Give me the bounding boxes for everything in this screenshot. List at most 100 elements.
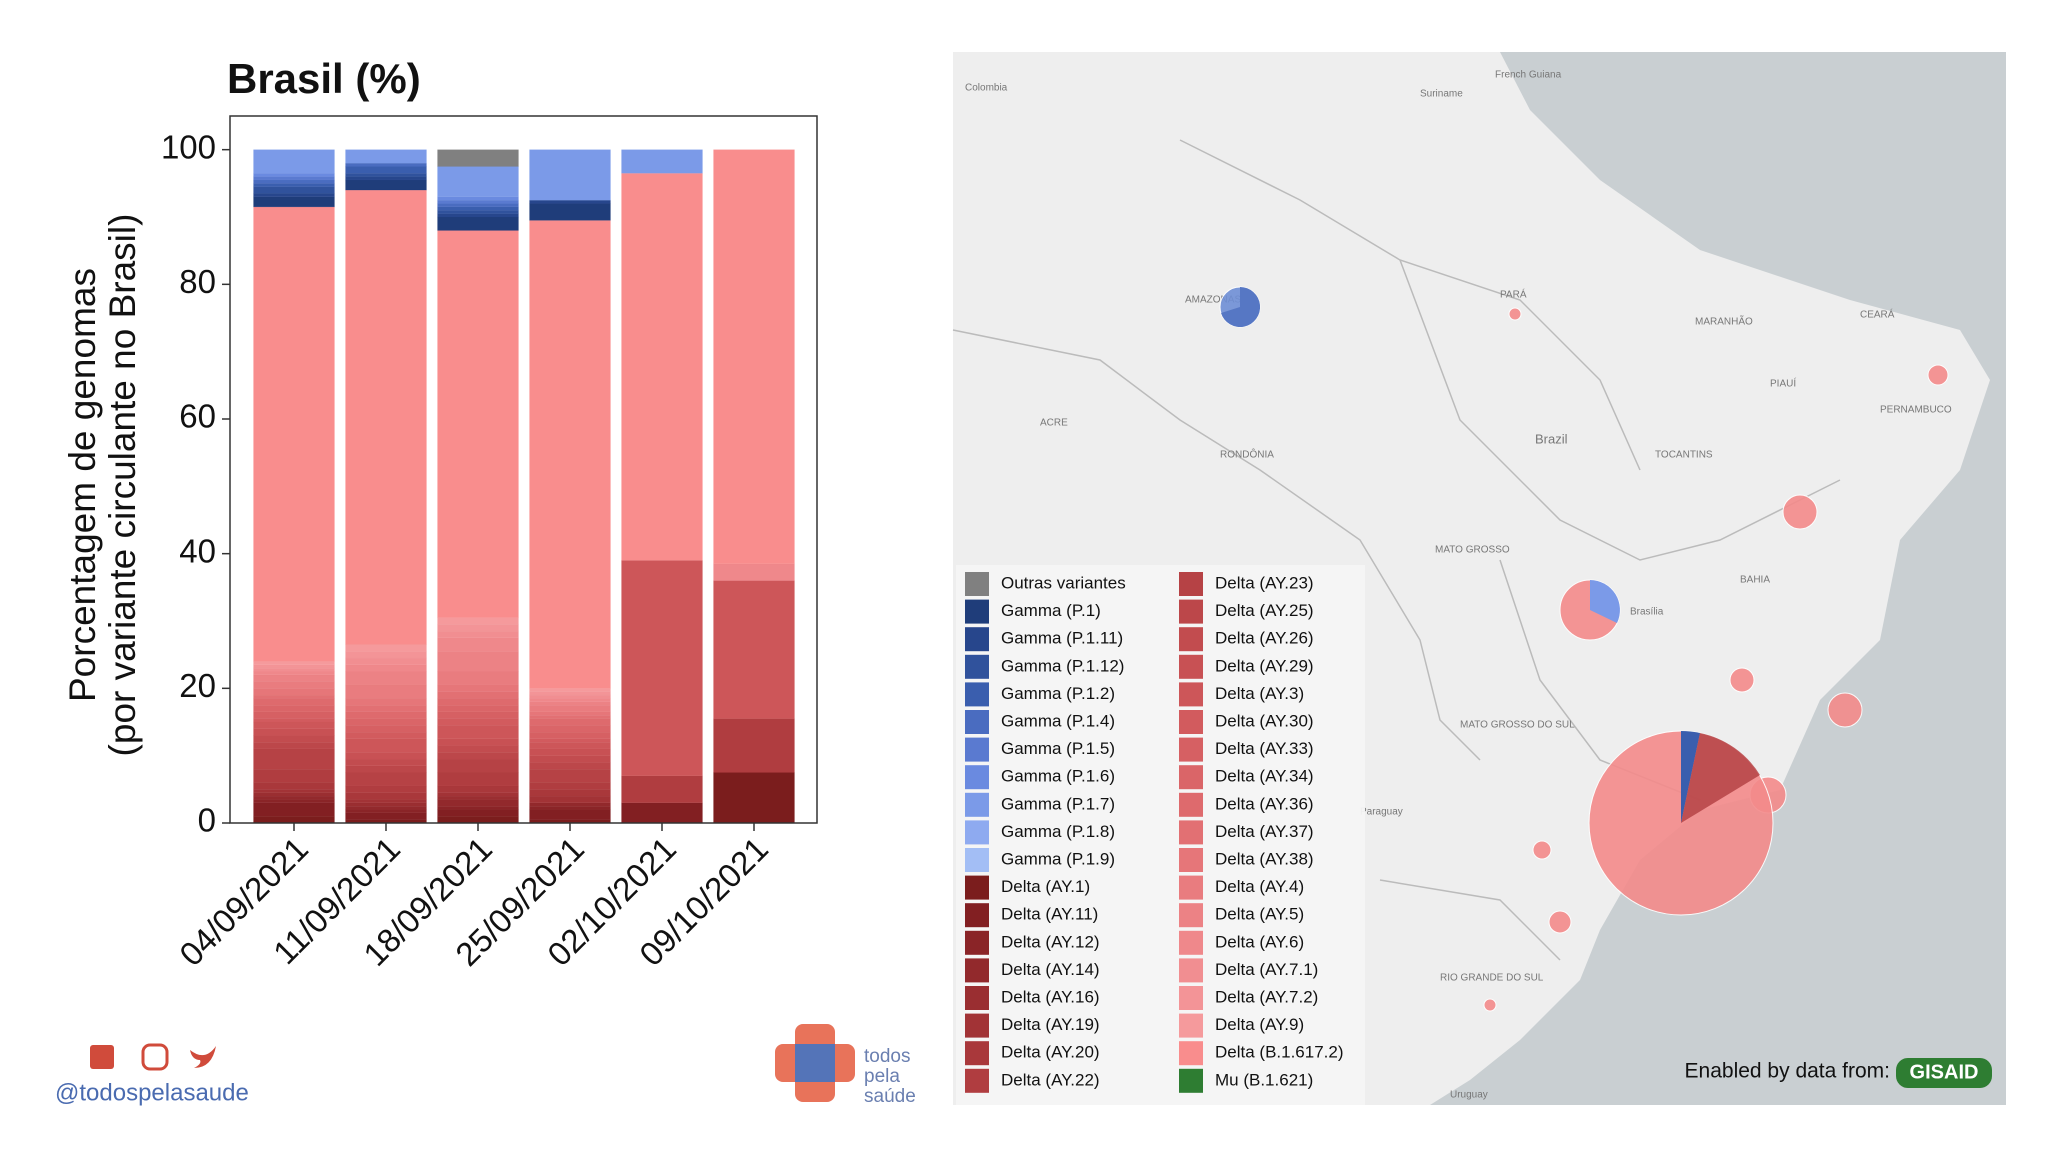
bar-segment xyxy=(713,580,795,719)
legend-label: Delta (AY.3) xyxy=(1215,684,1304,703)
legend-swatch xyxy=(1179,875,1203,900)
bar-segment xyxy=(345,785,427,793)
bar-segment xyxy=(345,805,427,810)
bar-segment xyxy=(529,220,611,689)
legend-swatch xyxy=(1179,737,1203,762)
bar-segment xyxy=(253,795,335,800)
bar-segment xyxy=(253,721,335,729)
chart: Brasil (%) Porcentagem de genomas (por v… xyxy=(62,55,818,973)
bar-segment xyxy=(253,802,335,817)
map-label: MATO GROSSO DO SUL xyxy=(1460,720,1575,731)
legend-label: Gamma (P.1) xyxy=(1001,601,1101,620)
bar-segment xyxy=(529,149,611,201)
legend-swatch xyxy=(1179,627,1203,652)
bar-segment xyxy=(437,805,519,810)
logo-text: pela xyxy=(864,1066,900,1087)
legend-label: Delta (AY.7.1) xyxy=(1215,960,1318,979)
bar-segment xyxy=(253,661,335,666)
legend-label: Delta (AY.37) xyxy=(1215,822,1314,841)
legend-label: Gamma (P.1.4) xyxy=(1001,711,1115,730)
legend-label: Delta (AY.19) xyxy=(1001,1015,1100,1034)
bar-segment xyxy=(345,792,427,800)
map-label: PARÁ xyxy=(1500,288,1527,301)
legend-label: Delta (AY.14) xyxy=(1001,960,1100,979)
bar-segment xyxy=(253,711,335,719)
y-tick-label: 80 xyxy=(179,263,216,300)
bar-segment xyxy=(437,206,519,211)
bar-segment xyxy=(253,735,335,743)
bar-segment xyxy=(437,758,519,773)
bar-segment xyxy=(253,718,335,723)
logo-center xyxy=(795,1044,835,1082)
bar-segment xyxy=(253,741,335,750)
bar-segment xyxy=(345,772,427,787)
twitter-icon[interactable] xyxy=(190,1046,216,1068)
y-axis-label: Porcentagem de genomas xyxy=(62,268,103,702)
facebook-icon[interactable] xyxy=(90,1045,114,1069)
map-label: Brazil xyxy=(1535,431,1568,446)
legend-label: Delta (AY.1) xyxy=(1001,877,1090,896)
bar-segment xyxy=(713,563,795,581)
legend-swatch xyxy=(965,654,989,679)
map-label: AMAZONAS xyxy=(1185,295,1241,306)
legend-swatch xyxy=(965,1068,989,1093)
bar-segment xyxy=(345,149,427,164)
bar-segment xyxy=(253,704,335,713)
legend-swatch xyxy=(1179,654,1203,679)
legend-swatch xyxy=(1179,1041,1203,1066)
bar-segment xyxy=(437,196,519,201)
bar-segment xyxy=(253,688,335,696)
bar-segment xyxy=(253,789,335,793)
bar-segment xyxy=(621,802,703,824)
bar-segment xyxy=(437,213,519,218)
bar-segment xyxy=(253,748,335,770)
bar-segment xyxy=(529,698,611,703)
bar-segment xyxy=(437,166,519,198)
legend-label: Delta (AY.38) xyxy=(1215,849,1314,868)
chart-title: Brasil (%) xyxy=(227,55,421,102)
legend-swatch xyxy=(1179,572,1203,596)
bar-segment xyxy=(253,196,335,208)
bar-segment xyxy=(437,210,519,214)
bar-segment xyxy=(437,698,519,706)
map-label: PIAUÍ xyxy=(1770,377,1796,390)
bar-segment xyxy=(621,560,703,777)
legend-swatch xyxy=(1179,792,1203,817)
bar-segment xyxy=(529,782,611,790)
legend-swatch xyxy=(1179,682,1203,707)
bar-segment xyxy=(253,792,335,797)
legend-swatch xyxy=(965,903,989,928)
legend-swatch xyxy=(965,820,989,845)
bar-segment xyxy=(253,694,335,699)
bar-segment xyxy=(529,731,611,740)
bar-segment xyxy=(529,715,611,719)
map-pie xyxy=(1927,364,1949,386)
legend-swatch xyxy=(1179,820,1203,845)
bar-segment xyxy=(437,149,519,167)
map-label: RIO GRANDE DO SUL xyxy=(1440,973,1544,984)
legend-label: Gamma (P.1.7) xyxy=(1001,794,1115,813)
map-label: TOCANTINS xyxy=(1655,450,1713,461)
bar-segment xyxy=(437,785,519,793)
legend-swatch xyxy=(1179,930,1203,955)
legend-swatch xyxy=(965,572,989,596)
bar-segment xyxy=(437,624,519,632)
bar-segment xyxy=(437,752,519,760)
legend-swatch xyxy=(965,986,989,1010)
bar-segment xyxy=(437,691,519,699)
map-label: MATO GROSSO xyxy=(1435,545,1510,556)
map-pie-slice xyxy=(1221,286,1261,327)
legend-swatch xyxy=(1179,1013,1203,1038)
bar-segment xyxy=(345,704,427,713)
legend-label: Delta (AY.23) xyxy=(1215,573,1314,592)
bar-segment xyxy=(529,762,611,770)
legend-label: Gamma (P.1.2) xyxy=(1001,684,1115,703)
bar-segment xyxy=(437,809,519,817)
instagram-icon[interactable] xyxy=(141,1043,169,1071)
legend-swatch xyxy=(1179,958,1203,983)
bar-segment xyxy=(345,711,427,719)
bar-segment xyxy=(529,789,611,797)
bar-segment xyxy=(345,738,427,753)
bar-segment xyxy=(437,671,519,686)
bar-segment xyxy=(345,172,427,177)
